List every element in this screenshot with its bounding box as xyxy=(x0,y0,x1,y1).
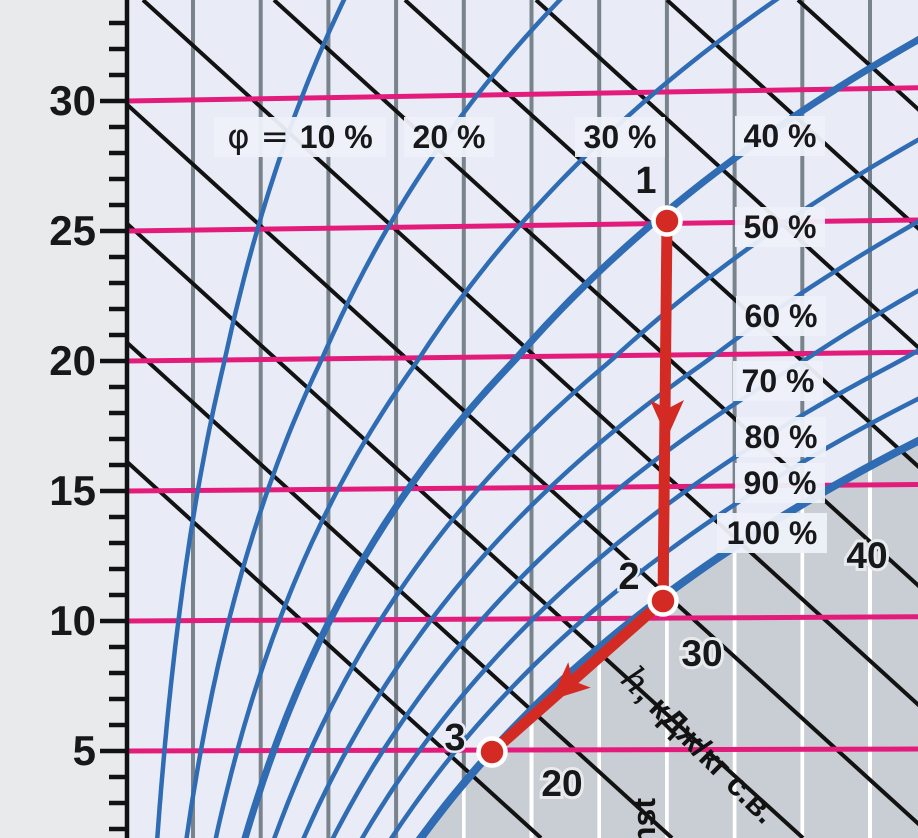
humidity-label-30: 30 % xyxy=(584,119,657,155)
humidity-label-60: 60 % xyxy=(745,298,818,334)
temperature-tick-label-20: 20 xyxy=(49,337,96,384)
temperature-tick-label-10: 10 xyxy=(49,597,96,644)
temperature-tick-label-5: 5 xyxy=(73,727,96,774)
humidity-label-box xyxy=(733,361,823,401)
humidity-label-70: 70 % xyxy=(742,363,815,399)
humidity-label-50: 50 % xyxy=(744,209,817,245)
humidity-label-80: 80 % xyxy=(745,419,818,455)
const-line-label: nst xyxy=(626,798,662,838)
enthalpy-line xyxy=(403,0,918,469)
humidity-label-box xyxy=(735,207,825,247)
humidity-label-20: 20 % xyxy=(413,119,486,155)
humidity-label-box xyxy=(736,417,826,457)
humidity-label-box xyxy=(214,117,386,157)
humidity-label-90: 90 % xyxy=(744,465,817,501)
humidity-label-box xyxy=(717,513,827,553)
process-point-label-2: 2 xyxy=(618,556,639,598)
humidity-label-100: 100 % xyxy=(727,515,818,551)
process-point-label-3: 3 xyxy=(444,717,465,759)
process-line-2-3 xyxy=(488,596,667,757)
isotherm-line-10 xyxy=(126,614,918,624)
humidity-curve-50 xyxy=(272,137,918,838)
humidity-curve-100 xyxy=(415,436,918,838)
humidity-label-40: 40 % xyxy=(744,118,817,154)
isotherm-line-5 xyxy=(126,746,918,754)
enthalpy-value-label: 20 xyxy=(541,763,582,804)
process-point-marker xyxy=(476,736,508,768)
temperature-tick-label-25: 25 xyxy=(49,207,96,254)
humidity-label-box xyxy=(575,117,665,157)
process-arrow-diagonal-icon xyxy=(551,662,591,700)
process-point-marker xyxy=(647,585,679,617)
enthalpy-line xyxy=(129,460,543,838)
humidity-label-box xyxy=(735,116,825,156)
enthalpy-line xyxy=(129,103,918,827)
enthalpy-line xyxy=(129,222,805,838)
temperature-tick-label-15: 15 xyxy=(49,467,96,514)
isotherm-line-30 xyxy=(126,85,918,104)
enthalpy-value-label: 40 xyxy=(846,535,887,576)
process-point-label-1: 1 xyxy=(635,160,656,202)
humidity-label-box xyxy=(404,117,494,157)
humidity-curve-40 xyxy=(241,35,918,838)
isotherm-line-20 xyxy=(126,349,918,364)
temperature-tick-label-30: 30 xyxy=(49,77,96,124)
enthalpy-line xyxy=(534,0,918,350)
process-point-marker xyxy=(651,205,683,237)
humidity-label-box xyxy=(735,463,825,503)
enthalpy-value-label: 30 xyxy=(681,633,722,674)
humidity-label-box xyxy=(736,296,826,336)
humidity-label-10: φ = 10 % xyxy=(227,117,372,157)
process-arrow-down-icon xyxy=(650,400,684,438)
